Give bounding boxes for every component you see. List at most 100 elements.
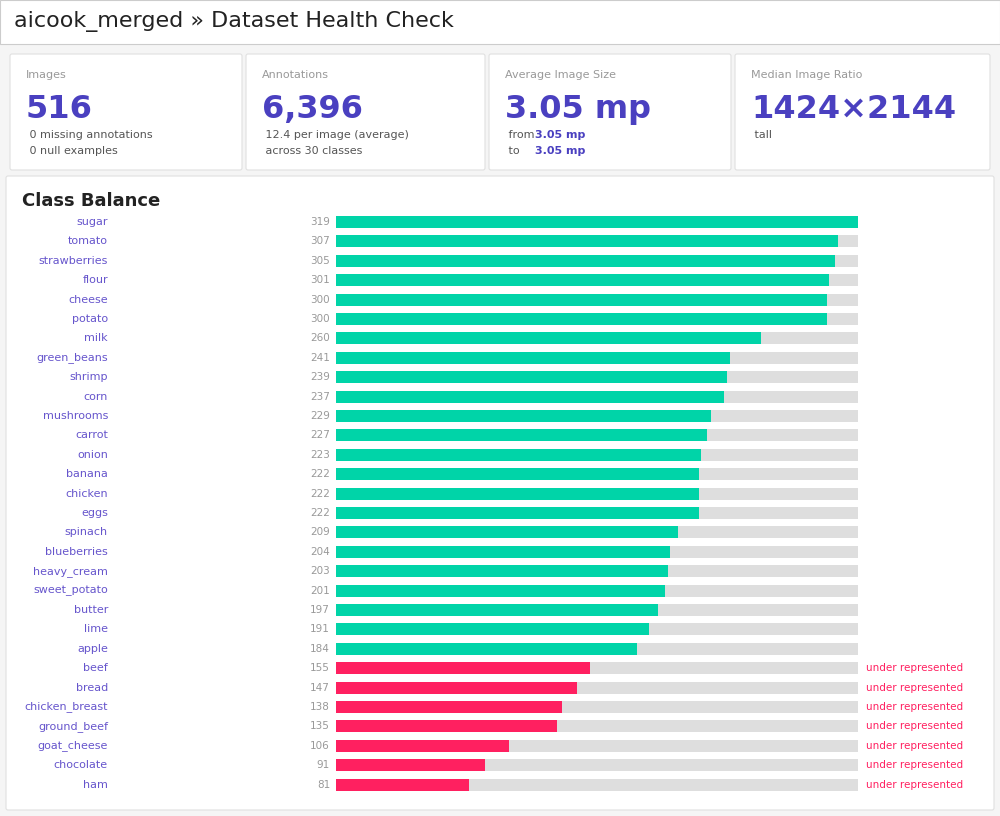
- Bar: [336, 759, 485, 771]
- Text: onion: onion: [77, 450, 108, 459]
- Text: under represented: under represented: [866, 702, 963, 712]
- Text: Average Image Size: Average Image Size: [505, 70, 616, 80]
- Text: beef: beef: [83, 663, 108, 673]
- Text: 307: 307: [310, 237, 330, 246]
- Bar: [336, 410, 858, 422]
- Text: under represented: under represented: [866, 779, 963, 790]
- Bar: [336, 274, 858, 286]
- Bar: [336, 623, 858, 636]
- Bar: [336, 778, 469, 791]
- Bar: [336, 216, 858, 228]
- Bar: [336, 313, 827, 325]
- Text: 6,396: 6,396: [262, 94, 363, 125]
- Text: sweet_potato: sweet_potato: [33, 585, 108, 596]
- Text: shrimp: shrimp: [70, 372, 108, 382]
- Bar: [336, 663, 858, 674]
- Bar: [336, 371, 858, 384]
- Bar: [336, 740, 858, 752]
- Text: mushrooms: mushrooms: [43, 411, 108, 421]
- Text: 237: 237: [310, 392, 330, 401]
- Bar: [336, 778, 858, 791]
- Text: under represented: under represented: [866, 683, 963, 693]
- Text: to: to: [505, 146, 523, 156]
- Text: 106: 106: [310, 741, 330, 751]
- Text: 0 missing annotations: 0 missing annotations: [26, 130, 153, 140]
- Bar: [336, 546, 858, 558]
- Bar: [336, 565, 668, 577]
- Text: blueberries: blueberries: [45, 547, 108, 557]
- Text: corn: corn: [84, 392, 108, 401]
- Bar: [336, 721, 858, 733]
- Text: potato: potato: [72, 314, 108, 324]
- Text: aicook_merged » Dataset Health Check: aicook_merged » Dataset Health Check: [14, 11, 454, 33]
- Text: under represented: under represented: [866, 663, 963, 673]
- Text: under represented: under represented: [866, 761, 963, 770]
- Text: 229: 229: [310, 411, 330, 421]
- Text: lime: lime: [84, 624, 108, 634]
- Bar: [336, 488, 699, 499]
- FancyBboxPatch shape: [246, 54, 485, 170]
- Text: 1424×2144: 1424×2144: [751, 94, 956, 125]
- Text: 301: 301: [310, 275, 330, 286]
- Text: 305: 305: [310, 255, 330, 266]
- FancyBboxPatch shape: [10, 54, 242, 170]
- Bar: [336, 507, 699, 519]
- Bar: [336, 565, 858, 577]
- Text: 3.05 mp: 3.05 mp: [505, 94, 651, 125]
- Text: spinach: spinach: [65, 527, 108, 538]
- Text: 0 null examples: 0 null examples: [26, 146, 118, 156]
- Bar: [336, 391, 724, 402]
- Bar: [336, 663, 590, 674]
- Bar: [336, 352, 858, 364]
- FancyBboxPatch shape: [489, 54, 731, 170]
- Bar: [336, 371, 727, 384]
- Text: 241: 241: [310, 353, 330, 363]
- Bar: [336, 488, 858, 499]
- Bar: [336, 429, 858, 441]
- Bar: [336, 546, 670, 558]
- Text: tall: tall: [751, 130, 772, 140]
- Bar: [336, 216, 858, 228]
- Bar: [336, 449, 858, 461]
- Text: Annotations: Annotations: [262, 70, 329, 80]
- Text: 3.05 mp: 3.05 mp: [535, 146, 585, 156]
- Text: Images: Images: [26, 70, 67, 80]
- Text: flour: flour: [82, 275, 108, 286]
- Text: 81: 81: [317, 779, 330, 790]
- Text: Median Image Ratio: Median Image Ratio: [751, 70, 862, 80]
- Text: 227: 227: [310, 430, 330, 441]
- Bar: [336, 449, 701, 461]
- Text: goat_cheese: goat_cheese: [38, 740, 108, 752]
- Text: across 30 classes: across 30 classes: [262, 146, 362, 156]
- Text: 209: 209: [310, 527, 330, 538]
- Text: 239: 239: [310, 372, 330, 382]
- Text: 91: 91: [317, 761, 330, 770]
- Bar: [336, 701, 858, 713]
- Bar: [336, 429, 707, 441]
- Bar: [336, 701, 562, 713]
- Text: 203: 203: [310, 566, 330, 576]
- FancyBboxPatch shape: [6, 176, 994, 810]
- Bar: [336, 410, 711, 422]
- Text: eggs: eggs: [81, 508, 108, 518]
- Text: 135: 135: [310, 721, 330, 731]
- Text: milk: milk: [84, 334, 108, 344]
- Bar: [0, 0, 1000, 44]
- Text: 184: 184: [310, 644, 330, 654]
- Text: sugar: sugar: [76, 217, 108, 227]
- Text: under represented: under represented: [866, 721, 963, 731]
- Bar: [336, 235, 838, 247]
- Text: cheese: cheese: [68, 295, 108, 304]
- Text: under represented: under represented: [866, 741, 963, 751]
- Text: tomato: tomato: [68, 237, 108, 246]
- Bar: [336, 255, 858, 267]
- Bar: [336, 604, 858, 616]
- Bar: [336, 526, 858, 539]
- Bar: [336, 681, 858, 694]
- Bar: [336, 468, 858, 480]
- Text: 12.4 per image (average): 12.4 per image (average): [262, 130, 409, 140]
- Bar: [336, 643, 858, 654]
- Bar: [336, 313, 858, 325]
- Text: 191: 191: [310, 624, 330, 634]
- Text: Class Balance: Class Balance: [22, 192, 160, 210]
